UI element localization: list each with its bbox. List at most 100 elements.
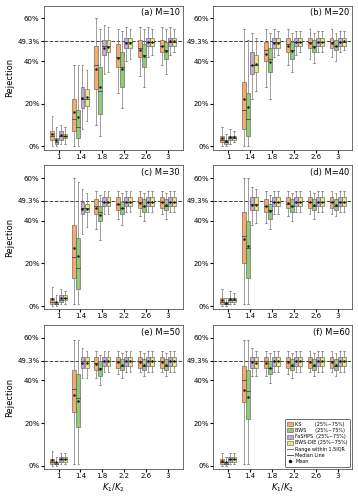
Bar	[168, 38, 172, 46]
Bar	[294, 357, 298, 366]
Bar	[224, 302, 228, 304]
Bar	[164, 42, 168, 59]
Bar	[330, 38, 333, 48]
Bar	[242, 366, 246, 402]
Bar	[298, 198, 302, 206]
Bar	[338, 38, 342, 46]
Y-axis label: Rejection: Rejection	[6, 378, 15, 416]
Bar	[72, 225, 76, 278]
Bar	[334, 200, 338, 210]
Bar	[308, 357, 311, 368]
Bar	[264, 42, 268, 61]
Bar	[81, 202, 84, 214]
Bar	[338, 198, 342, 206]
Bar	[172, 38, 176, 46]
Bar	[246, 370, 250, 419]
Bar	[232, 136, 236, 140]
Bar	[138, 40, 142, 57]
Bar	[320, 357, 324, 366]
Bar	[338, 357, 342, 366]
Legend: KS         (25%~75%), BWS      (25%~75%), FaSHPS  (25%~75%), BWS-DIE (25%~75%), : KS (25%~75%), BWS (25%~75%), FaSHPS (25%…	[285, 420, 350, 467]
Bar	[54, 302, 58, 304]
Bar	[312, 359, 316, 370]
Bar	[246, 220, 250, 278]
Bar	[272, 198, 276, 206]
Bar	[116, 357, 120, 368]
Bar	[146, 357, 150, 366]
Bar	[342, 38, 346, 46]
Bar	[120, 359, 124, 370]
Bar	[246, 93, 250, 136]
Bar	[286, 38, 290, 52]
Bar	[294, 198, 298, 206]
Bar	[334, 40, 338, 50]
Bar	[268, 48, 272, 72]
Bar	[342, 198, 346, 206]
Y-axis label: Rejection: Rejection	[6, 218, 15, 257]
Bar	[298, 38, 302, 46]
Bar	[120, 202, 124, 214]
Bar	[63, 458, 67, 462]
Bar	[98, 68, 102, 114]
Bar	[98, 206, 102, 220]
Bar	[50, 132, 54, 140]
Bar	[330, 357, 333, 368]
Bar	[164, 200, 168, 210]
Y-axis label: Rejection: Rejection	[6, 58, 15, 97]
Bar	[224, 140, 228, 144]
Bar	[160, 198, 164, 208]
Bar	[250, 198, 254, 210]
Bar	[138, 357, 142, 368]
Bar	[129, 198, 132, 206]
Bar	[59, 132, 63, 140]
Bar	[172, 357, 176, 366]
Bar	[160, 40, 164, 52]
Bar	[150, 38, 154, 46]
Bar	[94, 357, 98, 370]
Bar	[164, 359, 168, 370]
Bar	[138, 198, 142, 208]
Bar	[232, 298, 236, 302]
Bar	[63, 296, 67, 300]
Bar	[254, 198, 258, 210]
Bar	[54, 462, 58, 464]
Bar	[228, 298, 232, 302]
Bar	[124, 38, 128, 48]
Bar	[250, 357, 254, 368]
Bar	[228, 458, 232, 462]
Bar	[160, 357, 164, 368]
Bar	[330, 198, 333, 208]
Bar	[146, 198, 150, 206]
Bar	[116, 198, 120, 210]
Bar	[98, 362, 102, 376]
Bar	[116, 44, 120, 68]
Bar	[242, 212, 246, 264]
Bar	[242, 82, 246, 130]
Bar	[81, 357, 84, 368]
Bar	[107, 40, 110, 52]
Text: (b) M=20: (b) M=20	[310, 8, 350, 18]
Bar	[294, 38, 298, 46]
Bar	[320, 38, 324, 46]
Bar	[72, 370, 76, 412]
Bar	[316, 357, 320, 366]
Bar	[312, 200, 316, 210]
Bar	[220, 460, 224, 464]
Bar	[102, 357, 106, 366]
Bar	[342, 357, 346, 366]
Bar	[308, 38, 311, 48]
Bar	[290, 200, 294, 212]
Text: (d) M=40: (d) M=40	[310, 168, 350, 177]
Bar	[298, 357, 302, 366]
Bar	[272, 38, 276, 48]
Bar	[286, 198, 290, 208]
Bar	[54, 138, 58, 144]
Bar	[85, 357, 88, 368]
Bar	[77, 374, 80, 428]
Bar	[129, 357, 132, 366]
Bar	[124, 198, 128, 206]
Bar	[142, 359, 146, 370]
Bar	[320, 198, 324, 206]
Text: (f) M=60: (f) M=60	[313, 328, 350, 337]
Bar	[150, 357, 154, 366]
